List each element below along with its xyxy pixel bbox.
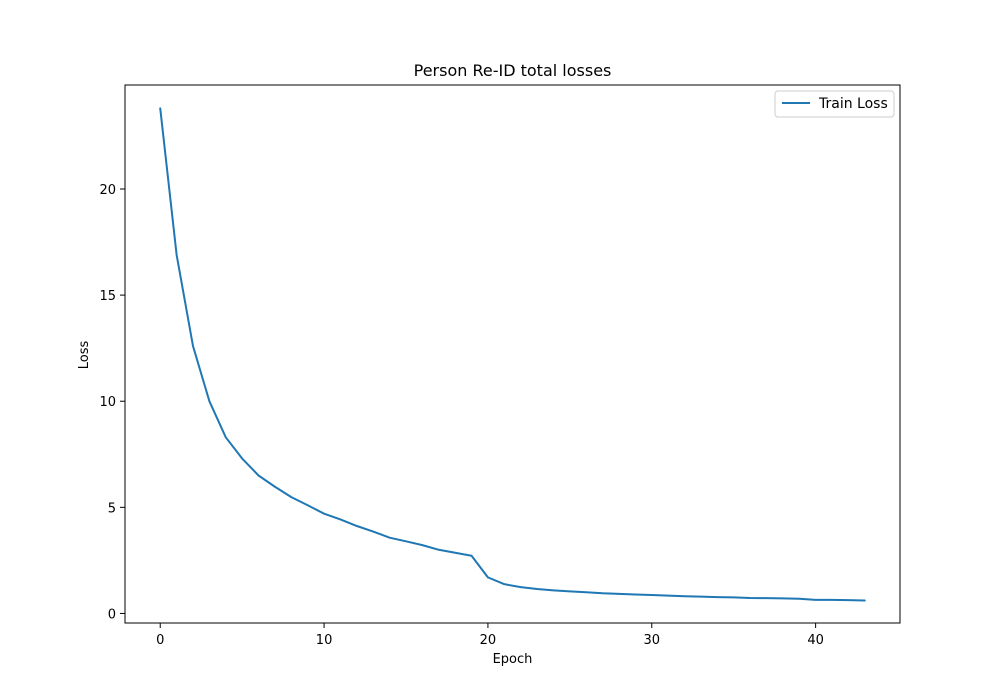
- x-tick-label: 10: [316, 633, 333, 648]
- plot-frame: [124, 84, 901, 624]
- x-tick-label: 30: [643, 633, 660, 648]
- series-line-train-loss: [159, 107, 866, 602]
- y-axis-label: Loss: [77, 341, 92, 370]
- y-tick-label: 0: [108, 607, 116, 622]
- y-tick-label: 5: [108, 501, 116, 516]
- x-tick-label: 0: [156, 633, 164, 648]
- y-tick-label: 20: [99, 183, 116, 198]
- data-layer: [159, 107, 866, 602]
- tick-layer: 0 10 20 30 40 0 5 10 15 20: [99, 183, 823, 648]
- legend-box: [774, 90, 895, 118]
- y-tick-label: 10: [99, 395, 116, 410]
- x-tick-label: 20: [480, 633, 497, 648]
- x-tick-label: 40: [807, 633, 824, 648]
- chart-title: Person Re-ID total losses: [414, 61, 612, 80]
- legend-label-train-loss: Train Loss: [818, 96, 888, 112]
- y-tick-label: 15: [99, 289, 116, 304]
- legend: Train Loss: [774, 90, 895, 118]
- x-axis-label: Epoch: [493, 652, 533, 667]
